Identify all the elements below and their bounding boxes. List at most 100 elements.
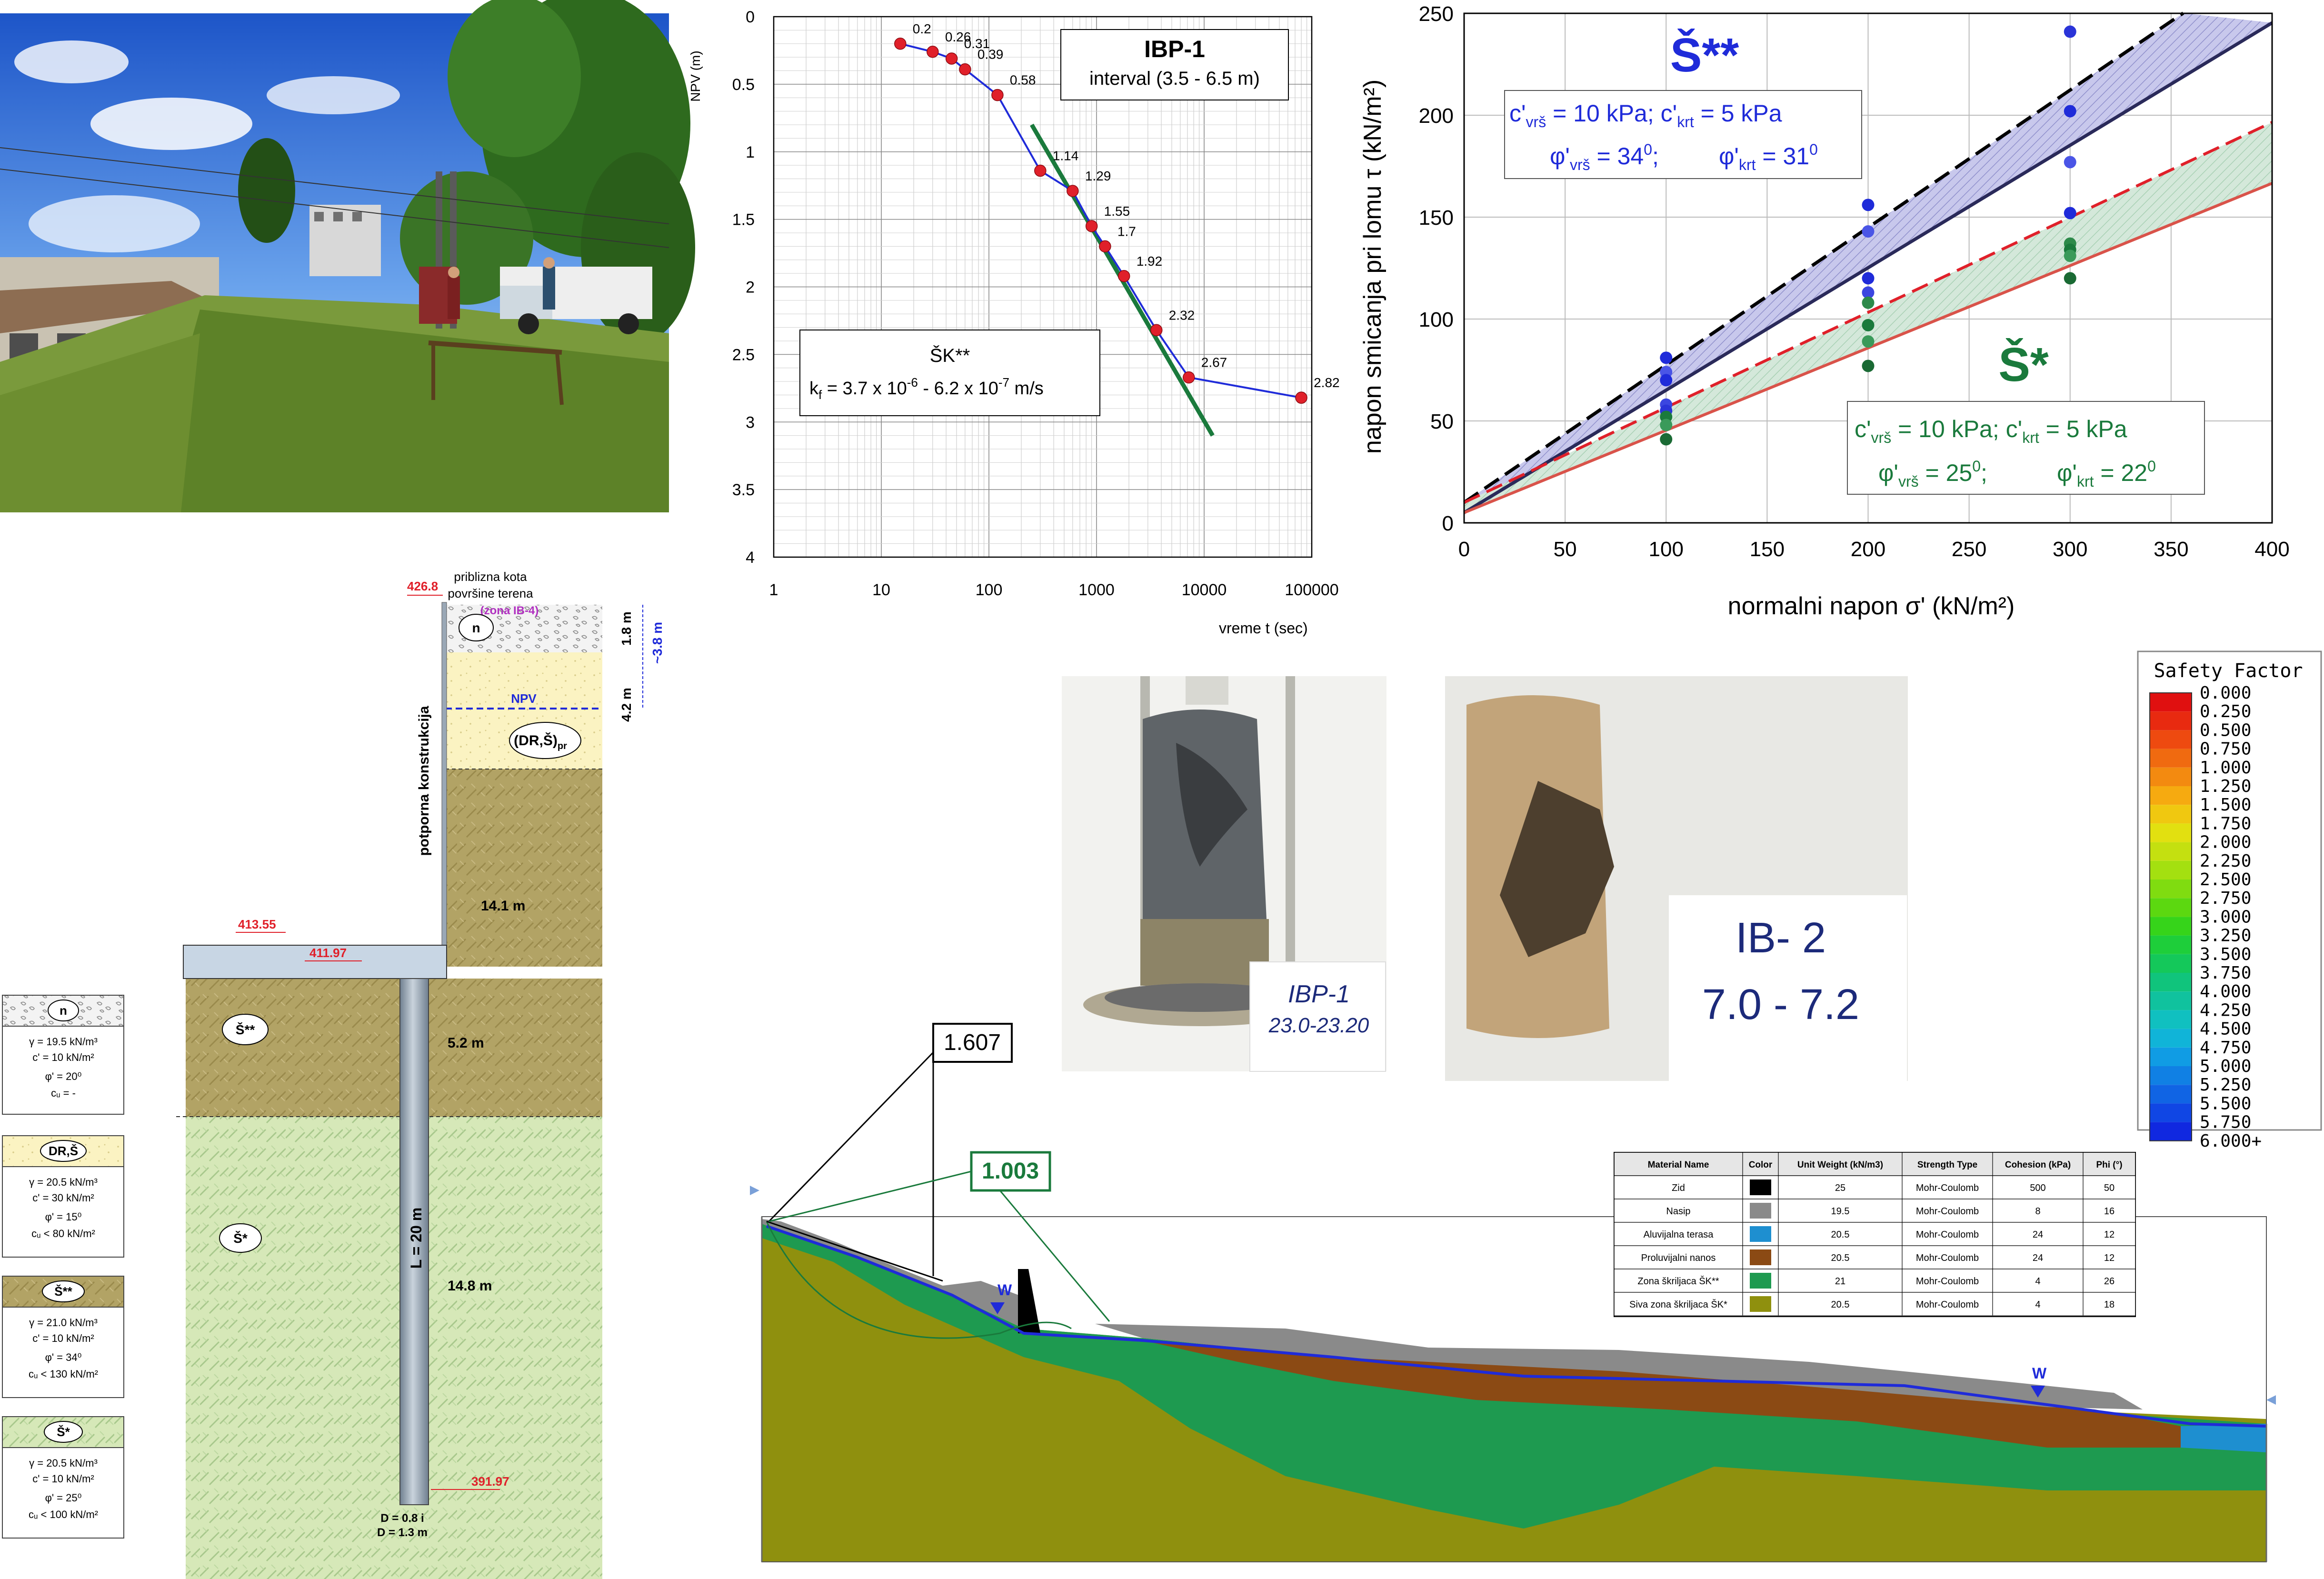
mat-table-cell: Siva zona škriljaca ŠK* [1629,1299,1727,1310]
mat-table-cell: Mohr-Coulomb [1916,1299,1979,1310]
sf-label: 0.250 [2200,702,2251,721]
pile-diam-2: D = 1.3 m [377,1526,428,1539]
cons-point-label: 0.31 [964,36,990,51]
shear-x-ticks: 0 50 100 150 200 250 300 350 400 [1458,538,2290,561]
slip-circle-2 [766,1221,1072,1339]
sf-swatch [2150,842,2192,861]
cons-point [1183,371,1195,384]
sample2-tag2: 7.0 - 7.2 [1702,981,1859,1029]
mat-table-cells: Material Name Color Unit Weight (kN/m3) Str… [1614,1152,2136,1316]
cons-point-label: 1.29 [1085,169,1111,183]
mat-table-cell: Mohr-Coulomb [1916,1253,1979,1263]
svg-text:φ' = 20⁰: φ' = 20⁰ [45,1070,82,1082]
cons-grid [773,16,1312,558]
s2-param-line2: φ'vrš = 340; [1550,141,1659,173]
s2-point [2064,25,2076,38]
s1-point [1862,360,1875,372]
s2-point [1660,374,1673,387]
mat-table-cell: Mohr-Coulomb [1916,1206,1979,1217]
n-label: n [472,620,480,635]
sf-swatch [2150,1047,2192,1066]
mat-table-cell: 50 [2104,1183,2115,1193]
mat-table-cell: 20.5 [1831,1229,1850,1240]
sf-swatches [2149,692,2192,1141]
cons-x-tick: 1000 [1078,581,1115,599]
sf-swatch [2150,711,2192,730]
cons-x-tick: 100 [976,581,1003,599]
water-label-1: W [997,1281,1012,1299]
fs2-box [970,1151,1051,1192]
wall-label: potporna konstrukcija [416,706,432,856]
cons-y-tick: 0 [746,8,755,26]
layer-s2-lower [186,979,602,1117]
mat-table-cell: 4 [2035,1276,2040,1287]
sf-label: 2.500 [2200,870,2251,889]
sf-label: 4.750 [2200,1038,2251,1058]
zone-label: (zona IB-4) [480,604,539,617]
fs1-value: 1.607 [944,1030,1001,1055]
s1-point [1862,296,1875,309]
sf-swatch [2150,898,2192,917]
slope-stability-model: 1.607 1.003 W W Material Name Color Unit W… [750,1023,2276,1562]
sf-label: 1.250 [2200,777,2251,796]
sf-label: 4.500 [2200,1019,2251,1039]
layer-nasip-2 [1095,1324,2143,1409]
mat-table-header: Strength Type [1917,1160,1977,1170]
s1-point [2064,272,2076,285]
shear-x-tick: 350 [2154,538,2188,561]
svg-text:γ = 19.5 kN/m³: γ = 19.5 kN/m³ [29,1036,98,1048]
cons-box-line2: kf = 3.7 x 10-6 - 6.2 x 10-7 m/s [809,375,1044,402]
cons-plot-frame [773,16,1313,558]
sf-swatch [2150,1010,2192,1029]
s2-point [1660,351,1673,364]
svg-text:γ = 20.5 kN/m³: γ = 20.5 kN/m³ [29,1176,98,1188]
drs-label: (DR,Š)pr [514,732,567,751]
s2-profile-label: Š** [236,1022,255,1037]
sf-label: 3.750 [2200,963,2251,983]
npv-label: NPV [511,691,537,706]
depth-14-8: 14.8 m [448,1278,492,1294]
sf-label: 5.500 [2200,1094,2251,1113]
sf-label: 4.000 [2200,982,2251,1001]
safety-factor-legend: Safety Factor 0.0000.2500.5000.7501.0001… [2137,650,2322,1151]
sf-label: 5.250 [2200,1075,2251,1095]
s1-point [1660,433,1673,446]
cons-y-tick: 1 [746,143,755,161]
cons-point-label: 0.58 [1010,73,1036,88]
s2-param-box [1504,90,1862,179]
mat-table-cell: Mohr-Coulomb [1916,1229,1979,1240]
depth-1-8: 1.8 m [619,611,634,646]
cons-point-label: 0.26 [945,30,971,44]
cons-y-ticks: 0 0.5 1 1.5 2 2.5 3 3.5 4 [732,8,755,567]
shear-x-tick: 400 [2254,538,2289,561]
cons-title-box [1060,29,1289,100]
shear-x-tick: 200 [1851,538,1885,561]
sf-label: 0.500 [2200,720,2251,740]
mat-color-swatch [1750,1203,1771,1219]
mat-table-cell: 12 [2104,1229,2115,1240]
sf-swatch [2150,917,2192,936]
sf-label: 3.250 [2200,926,2251,946]
mat-table-cell: 18 [2104,1299,2115,1310]
svg-text:c' = 10 kN/m²: c' = 10 kN/m² [32,1473,94,1485]
cons-x-tick: 1 [769,581,778,599]
s1-point [1862,319,1875,331]
layer-aluvijalna [2181,1424,2266,1452]
s2-chart-title: Š** [1670,29,1739,82]
shear-x-tick: 150 [1750,538,1785,561]
sf-label: 1.500 [2200,795,2251,815]
svg-text:γ = 20.5 kN/m³: γ = 20.5 kN/m³ [29,1457,98,1469]
soil-legend: n γ = 19.5 kN/m³ c' = 10 kN/m² φ' = 20⁰ … [2,995,124,1539]
s2-point [1862,225,1875,238]
svg-text:Š**: Š** [54,1284,72,1299]
cons-x-ticks: 1 10 100 1000 10000 100000 [769,581,1339,599]
shear-x-tick: 0 [1458,538,1470,561]
sf-swatch [2150,823,2192,842]
cons-title: IBP-1 [1144,36,1205,62]
cons-point [894,38,907,50]
shear-plot-frame [1463,12,2273,524]
terrain-note-1: priblizna kota [454,570,527,584]
band-s2-shade [1464,13,2272,513]
sf-swatch [2150,730,2192,749]
mat-table-header: Phi (°) [2096,1160,2122,1170]
